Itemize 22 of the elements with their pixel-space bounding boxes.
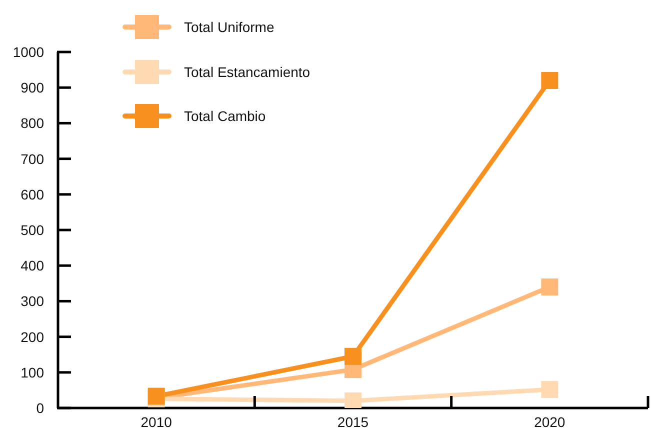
point — [344, 392, 362, 408]
y-tick-label: 300 — [20, 293, 44, 310]
y-tick-label: 400 — [20, 258, 44, 274]
y-tick-label: 1000 — [12, 44, 44, 60]
point — [541, 380, 558, 398]
point — [541, 278, 558, 296]
legend-label: Total Uniforme — [184, 19, 274, 36]
x-tick-label: 2015 — [337, 414, 369, 429]
point — [344, 348, 362, 365]
y-tick-label: 600 — [20, 186, 44, 202]
x-tick-label: 2010 — [140, 414, 172, 429]
y-tick-label: 900 — [20, 80, 44, 96]
legend-label: Total Estancamiento — [184, 64, 310, 80]
y-tick-label: 500 — [20, 222, 44, 238]
y-tick-label: 800 — [20, 115, 44, 132]
x-tick-label: 2020 — [534, 414, 566, 429]
y-tick-label: 100 — [20, 364, 44, 380]
legend-label: Total Cambio — [184, 108, 266, 124]
y-tick-label: 0 — [36, 400, 44, 416]
point — [541, 72, 558, 89]
y-tick-label: 200 — [20, 328, 44, 345]
y-tick-label: 700 — [20, 150, 44, 167]
